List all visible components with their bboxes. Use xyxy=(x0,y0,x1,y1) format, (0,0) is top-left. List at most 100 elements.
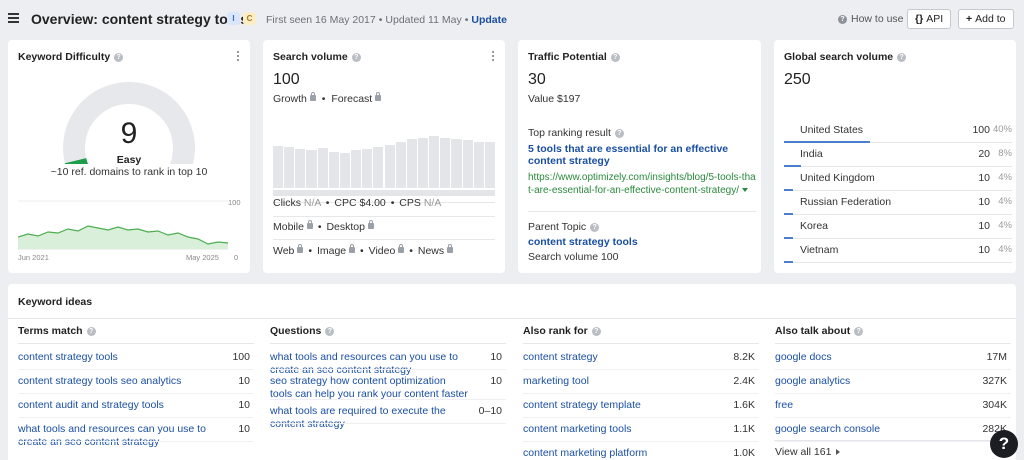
traffic-value: Value $197 xyxy=(528,93,581,105)
search-volume-title: Search volume? xyxy=(273,51,361,63)
volume-trend-bar xyxy=(328,151,339,188)
traffic-potential-value: 30 xyxy=(528,71,546,88)
volume-trend-bar xyxy=(429,136,440,188)
more-options-icon[interactable] xyxy=(492,51,495,61)
keyword-link[interactable]: google search console xyxy=(775,423,881,435)
country-share-bar xyxy=(784,213,793,215)
add-to-button[interactable]: + Add to xyxy=(958,9,1014,29)
keyword-volume: 327K xyxy=(982,375,1007,387)
mobile-label[interactable]: Mobile xyxy=(273,221,304,233)
gauge-track xyxy=(63,81,195,164)
country-share-bar xyxy=(784,237,793,239)
keyword-link[interactable]: content marketing platform xyxy=(523,447,648,459)
web-label[interactable]: Web xyxy=(273,245,295,257)
country-name: United States xyxy=(800,124,864,136)
column-heading: Also rank for? xyxy=(523,325,601,337)
updated-text: Updated 11 May xyxy=(385,14,462,26)
forecast-label[interactable]: Forecast xyxy=(331,93,373,105)
info-icon[interactable]: ? xyxy=(590,222,600,232)
country-share-bar xyxy=(784,189,793,191)
parent-topic-link[interactable]: content strategy tools xyxy=(528,236,638,248)
keyword-link[interactable]: free xyxy=(775,399,794,411)
country-name: United Kingdom xyxy=(800,172,875,184)
keyword-link[interactable]: marketing tool xyxy=(523,375,589,387)
serp-type-row: Web • Image • Video • News xyxy=(273,244,495,257)
divider xyxy=(18,343,254,344)
divider xyxy=(273,239,495,240)
keyword-link[interactable]: content marketing tools xyxy=(523,423,632,435)
lock-icon xyxy=(447,244,454,254)
divider xyxy=(273,216,495,217)
country-row[interactable]: India 20 8% xyxy=(784,143,1012,167)
keyword-volume: 10 xyxy=(490,351,502,363)
keyword-link[interactable]: content strategy template xyxy=(523,399,641,411)
difficulty-level: Easy xyxy=(116,154,142,166)
growth-forecast-row: Growth • Forecast xyxy=(273,92,382,105)
country-row[interactable]: Russian Federation 10 4% xyxy=(784,191,1012,215)
info-icon[interactable]: ? xyxy=(854,326,864,336)
keyword-difficulty-title: Keyword Difficulty? xyxy=(18,51,124,63)
view-all-row xyxy=(774,440,1010,460)
country-row[interactable]: Korea 10 4% xyxy=(784,215,1012,239)
row-divider xyxy=(775,417,1011,418)
column-heading-text: Also talk about xyxy=(775,325,851,337)
column-heading-text: Questions xyxy=(270,325,322,337)
info-icon[interactable]: ? xyxy=(897,52,907,62)
info-icon[interactable]: ? xyxy=(325,326,335,336)
keyword-link[interactable]: content audit and strategy tools xyxy=(18,399,164,411)
gauge-fill xyxy=(64,157,89,164)
keyword-link[interactable]: google docs xyxy=(775,351,832,363)
api-button[interactable]: {} API xyxy=(907,9,952,29)
row-divider xyxy=(775,393,1011,394)
lock-icon xyxy=(306,220,313,230)
keyword-link[interactable]: content strategy tools seo analytics xyxy=(18,375,182,387)
image-label[interactable]: Image xyxy=(316,245,347,257)
row-divider xyxy=(523,393,759,394)
keyword-link[interactable]: content strategy xyxy=(523,351,598,363)
row-divider xyxy=(775,441,1011,442)
info-icon[interactable]: ? xyxy=(114,52,124,62)
column-heading: Also talk about? xyxy=(775,325,864,337)
lock-icon xyxy=(375,92,382,102)
help-button[interactable]: ? xyxy=(990,430,1018,458)
keyword-link[interactable]: seo strategy how content optimization to… xyxy=(270,375,468,400)
chart-start-date: Jun 2021 xyxy=(18,253,49,262)
keyword-link[interactable]: what tools are required to execute the c… xyxy=(270,405,446,430)
video-label[interactable]: Video xyxy=(368,245,396,257)
country-name: Russian Federation xyxy=(800,196,892,208)
country-row[interactable]: Vietnam 10 4% xyxy=(784,239,1012,263)
update-link[interactable]: Update xyxy=(471,14,507,26)
keyword-link[interactable]: what tools and resources can you use to … xyxy=(18,423,206,448)
info-icon[interactable]: ? xyxy=(351,52,361,62)
growth-label[interactable]: Growth xyxy=(273,93,307,105)
country-percent: 4% xyxy=(998,220,1012,231)
dropdown-caret-icon[interactable] xyxy=(742,188,749,193)
top-result-title-link[interactable]: 5 tools that are essential for an effect… xyxy=(528,143,729,167)
info-icon[interactable]: ? xyxy=(610,52,620,62)
search-volume-trend-bars xyxy=(273,112,495,196)
info-icon[interactable]: ? xyxy=(614,128,624,138)
country-row[interactable]: United Kingdom 10 4% xyxy=(784,167,1012,191)
info-icon[interactable]: ? xyxy=(86,326,96,336)
volume-trend-bar xyxy=(373,147,384,188)
keyword-link[interactable]: what tools and resources can you use to … xyxy=(270,351,458,376)
top-result-url-link[interactable]: https://www.optimizely.com/insights/blog… xyxy=(528,171,756,197)
row-divider xyxy=(784,214,1012,215)
news-label[interactable]: News xyxy=(417,245,445,257)
parent-topic-label: Parent Topic? xyxy=(528,221,600,233)
top-result-label-text: Top ranking result xyxy=(528,127,611,139)
menu-icon[interactable] xyxy=(8,13,19,23)
row-divider xyxy=(784,190,1012,191)
info-icon[interactable]: ? xyxy=(591,326,601,336)
country-row[interactable]: United States 100 40% xyxy=(784,119,1012,143)
country-share-bar xyxy=(784,165,802,167)
keyword-link[interactable]: google analytics xyxy=(775,375,851,387)
row-divider xyxy=(784,142,1012,143)
how-to-use-link[interactable]: ? How to use xyxy=(838,13,904,25)
history-area xyxy=(18,226,228,249)
column-heading: Questions? xyxy=(270,325,335,337)
view-all-link[interactable]: View all 161 xyxy=(775,446,841,458)
keyword-link[interactable]: content strategy tools xyxy=(18,351,118,363)
desktop-label[interactable]: Desktop xyxy=(326,221,365,233)
more-options-icon[interactable] xyxy=(237,51,240,61)
